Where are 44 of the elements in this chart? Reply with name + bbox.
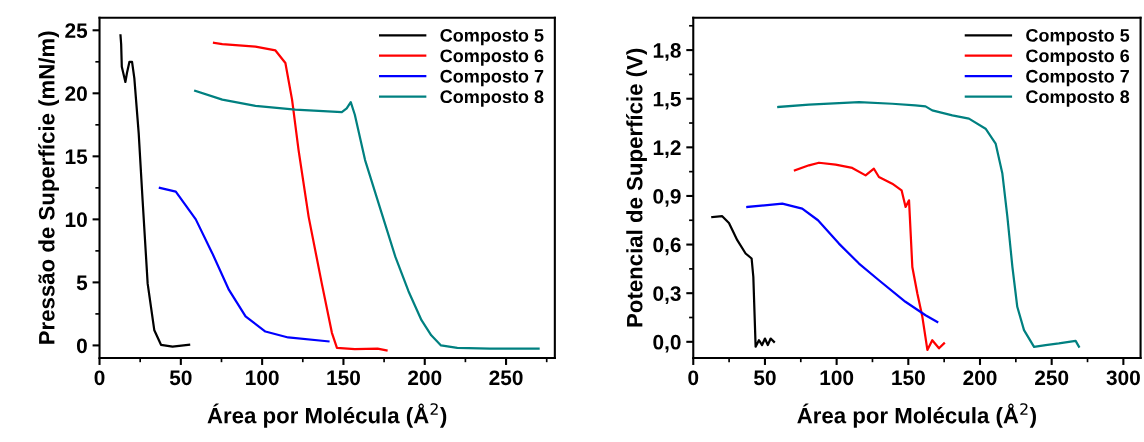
y-tick-label: 1,8	[653, 43, 681, 61]
y-tick-label: 15	[65, 149, 88, 165]
y-tick-label: 25	[65, 23, 88, 39]
y-tick-label: 0,9	[653, 188, 681, 207]
x-tick-label: 100	[246, 370, 279, 386]
x-tick-label: 200	[408, 370, 442, 386]
legend-label: Composto 6	[440, 49, 544, 66]
x-tick-label: 150	[892, 370, 925, 386]
y-tick-label: 0,0	[653, 334, 681, 353]
line-series	[158, 186, 330, 343]
y-tick-label: 10	[65, 212, 87, 228]
x-tick-label: 200	[963, 370, 997, 386]
x-axis-title: Área por Molécula (Å$^{2}$)	[207, 403, 447, 428]
legend-label: Composto 7	[440, 69, 544, 87]
legend-label: Composto 6	[1026, 49, 1130, 66]
legend-label: Composto 8	[1026, 90, 1130, 107]
line-series	[793, 161, 946, 352]
x-tick-label: 250	[1035, 370, 1069, 386]
x-tick-label: 50	[754, 370, 776, 386]
x-tick-label: 100	[820, 370, 854, 386]
y-tick-label: 0	[76, 338, 87, 354]
x-tick-label: 150	[327, 370, 360, 386]
y-tick-label: 1,2	[653, 140, 681, 159]
y-tick-label: 0,3	[653, 286, 681, 304]
legend-label: Composto 5	[440, 28, 544, 46]
x-tick-label: 300	[1106, 370, 1140, 386]
legend-label: Composto 5	[1026, 28, 1130, 46]
y-tick-label: 0,6	[653, 237, 681, 256]
y-tick-label: 1,5	[653, 91, 681, 110]
line-series	[119, 34, 191, 348]
line-series	[711, 215, 776, 348]
legend-label: Composto 7	[1026, 69, 1129, 87]
legend-label: Composto 8	[440, 90, 544, 107]
x-tick-label: 0	[94, 370, 105, 386]
x-tick-label: 50	[169, 370, 192, 386]
line-series	[746, 202, 939, 323]
x-axis-title: Área por Molécula (Å$^{2}$)	[797, 403, 1036, 428]
y-axis-title: Potencial de Superfície (V)	[626, 48, 647, 327]
y-tick-label: 20	[65, 86, 87, 102]
y-axis-title: Pressão de Superfície (mN/m)	[38, 31, 59, 344]
x-tick-label: 250	[489, 370, 523, 386]
x-tick-label: 0	[688, 370, 699, 386]
y-tick-label: 5	[76, 275, 88, 291]
line-series	[212, 41, 388, 352]
